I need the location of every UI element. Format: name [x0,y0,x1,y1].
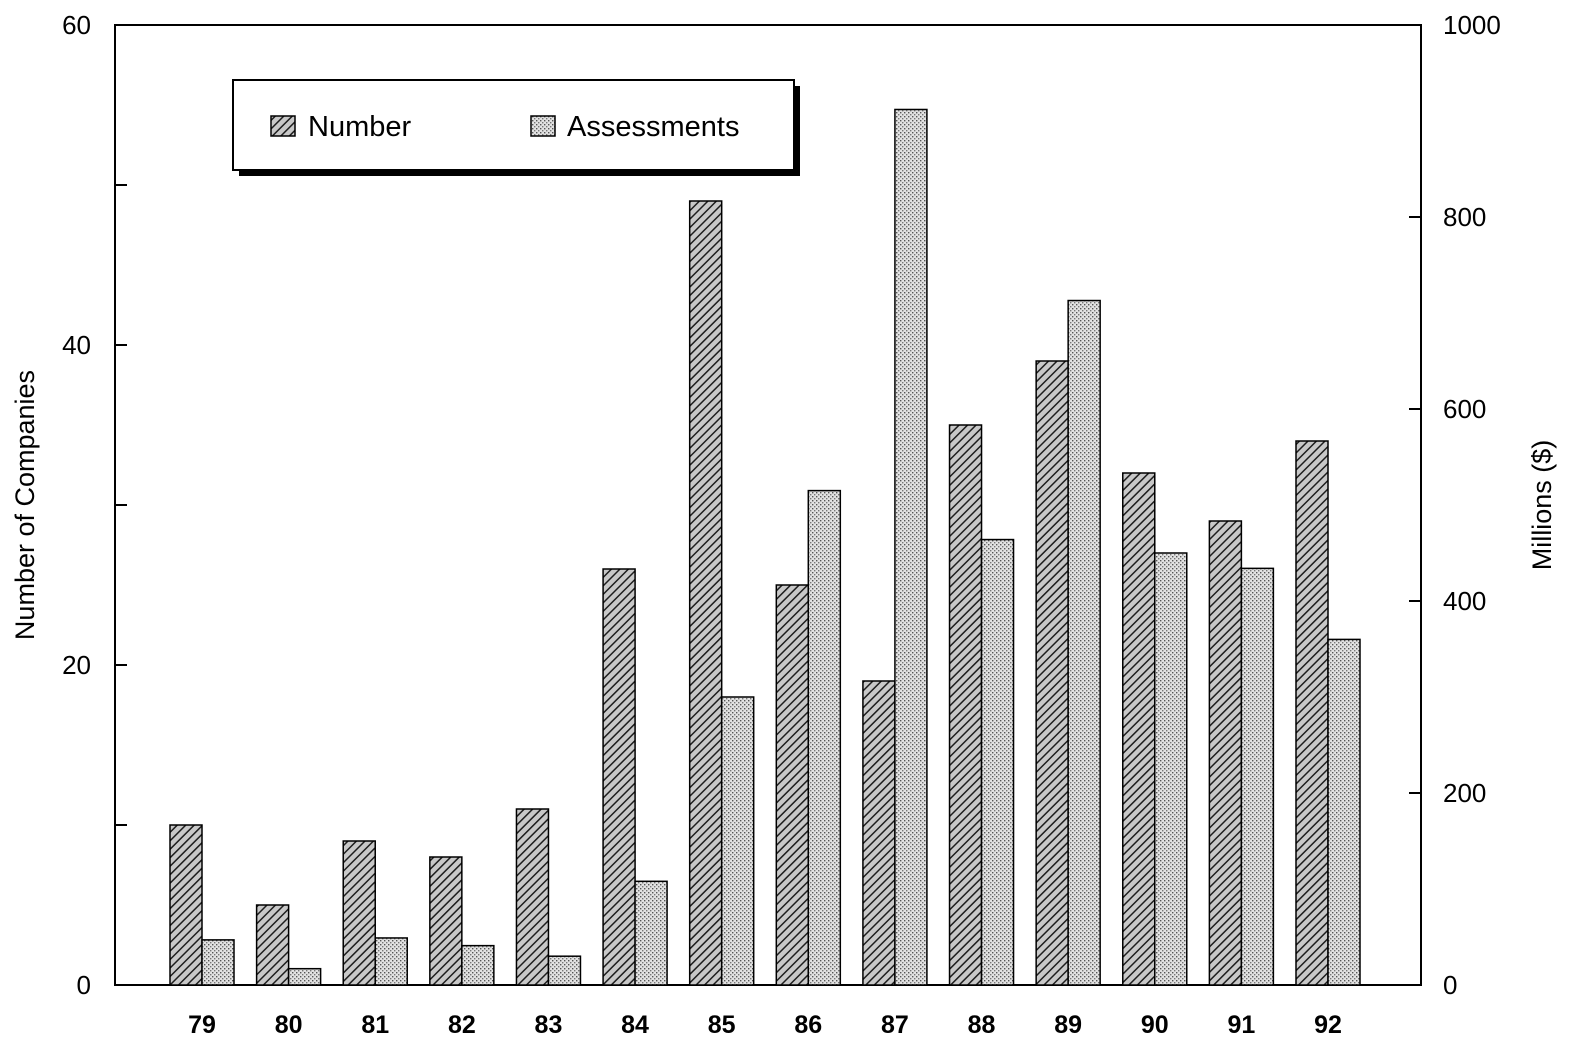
x-tick-label: 87 [881,1011,909,1039]
y-tick-label: 0 [77,970,91,1000]
x-tick-label: 80 [275,1011,303,1039]
x-tick-label: 81 [361,1011,389,1039]
bar-number-90 [1122,472,1156,986]
legend-swatch-assessments [530,115,556,137]
bar-assessments-84 [634,880,668,986]
x-tick-label: 86 [794,1011,822,1039]
bar-assessments-83 [547,955,582,986]
y-tick-label: 20 [62,650,91,680]
bar-assessments-82 [461,944,495,986]
bar-number-79 [169,824,203,986]
y-axis-title: Number of Companies [10,370,40,640]
y2-tick-label: 0 [1443,970,1457,1000]
bar-assessments-80 [287,967,322,986]
y2-tick-label: 1000 [1443,10,1501,40]
bar-number-87 [862,680,896,986]
bar-assessments-79 [201,939,235,986]
bar-number-83 [515,808,550,986]
bar-number-92 [1295,440,1329,986]
bar-assessments-88 [980,538,1015,986]
bar-number-88 [948,424,983,986]
bar-assessments-92 [1327,638,1361,986]
bar-assessments-89 [1067,299,1101,986]
y2-tick-label: 400 [1443,586,1486,616]
bar-assessments-85 [720,696,755,986]
bar-number-82 [429,856,463,986]
right-axis-ticks: 0 200 400 600 800 1000 [1409,10,1501,1000]
legend: Number Assessments [232,79,800,176]
legend-box [232,79,795,171]
x-axis-ticks: 79 80 81 82 83 84 85 86 87 88 89 90 91 92 [188,1011,1342,1039]
x-tick-label: 85 [708,1011,736,1039]
legend-swatch-number [270,115,296,137]
bar-assessments-81 [374,937,408,986]
y2-axis-title: Millions ($) [1527,440,1557,571]
bar-number-84 [602,568,636,986]
x-tick-label: 88 [968,1011,996,1039]
bar-number-91 [1208,520,1243,986]
bar-assessments-86 [807,489,842,986]
x-tick-label: 90 [1141,1011,1169,1039]
bar-assessments-90 [1154,552,1188,986]
bar-number-86 [775,584,810,986]
x-tick-label: 83 [535,1011,563,1039]
x-tick-label: 92 [1314,1011,1342,1039]
x-tick-label: 84 [621,1011,649,1039]
bar-number-80 [255,904,290,986]
y2-tick-label: 200 [1443,778,1486,808]
bar-number-81 [342,840,376,986]
left-axis-ticks: 0 20 40 60 [62,10,127,1000]
y2-tick-label: 600 [1443,394,1486,424]
legend-label-assessments: Assessments [567,111,739,143]
x-tick-label: 89 [1054,1011,1082,1039]
bars [169,108,1361,986]
bar-assessments-91 [1240,567,1275,986]
y-tick-label: 40 [62,330,91,360]
bar-number-85 [688,200,723,986]
x-tick-label: 79 [188,1011,216,1039]
legend-label-number: Number [308,111,411,143]
bar-number-89 [1035,360,1069,986]
y-tick-label: 60 [62,10,91,40]
y2-tick-label: 800 [1443,202,1486,232]
bar-assessments-87 [894,108,928,986]
x-tick-label: 91 [1227,1011,1255,1039]
x-tick-label: 82 [448,1011,476,1039]
